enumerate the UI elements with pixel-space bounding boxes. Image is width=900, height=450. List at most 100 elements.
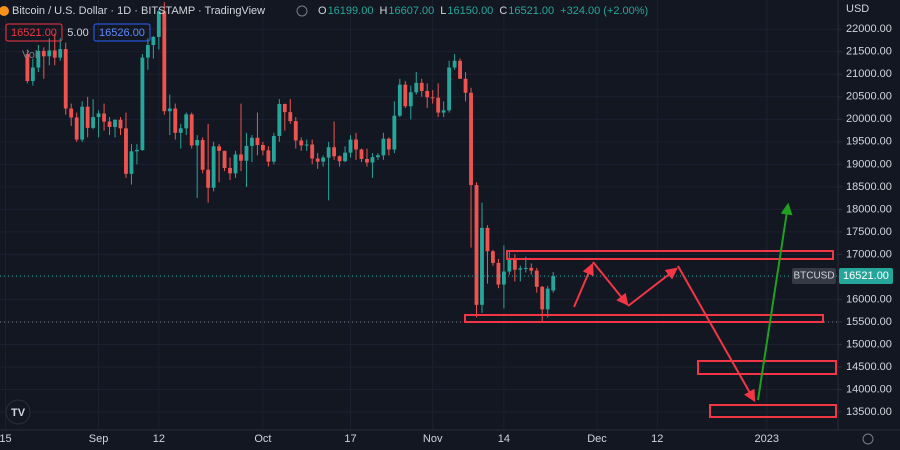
candle-body [217,146,222,151]
candle-body [414,82,419,93]
support-box [464,314,824,323]
buy-price[interactable]: 16526.00 [99,27,145,39]
symbol-tag [792,268,836,284]
candle-body [447,67,452,111]
candle-body [107,121,112,127]
sell-price[interactable]: 16521.00 [11,27,57,39]
candle-body [299,140,304,146]
visibility-icon[interactable] [296,5,308,17]
candle-body [162,11,167,112]
candle-body [392,115,397,150]
candle-body [463,78,468,93]
y-tick-label: 15000.00 [846,338,892,350]
x-tick-label: Nov [423,433,443,445]
legend-change: +324.00 (+2.00%) [560,5,648,17]
x-tick-label: 17 [344,433,356,445]
arrow [757,202,793,401]
legend-value: 16199.00 [328,5,374,17]
chart-title: Bitcoin / U.S. Dollar · 1D · BITSTAMP · … [12,5,265,17]
candle-body [260,144,265,151]
candle-body [370,157,375,163]
candle-body [47,50,52,57]
candle-body [507,258,512,272]
candle-body [140,57,145,150]
candle-body [96,113,101,118]
y-tick-label: 19500.00 [846,136,892,148]
candle-body [255,137,260,145]
candle-body [85,106,90,128]
x-tick-label: 14 [498,433,510,445]
target-box [697,360,837,375]
legend-key: H [379,5,387,17]
svg-text:TV: TV [11,407,26,419]
y-tick-label: 18500.00 [846,181,892,193]
settings-icon[interactable] [862,433,874,445]
candle-body [63,49,68,109]
y-tick-label: 18000.00 [846,203,892,215]
candle-body [124,128,128,174]
y-tick-label: 21000.00 [846,68,892,80]
candle-body [397,84,402,116]
candle-body [496,262,501,285]
candle-body [80,106,85,140]
arrow [592,261,629,306]
drawings [464,202,837,418]
tradingview-logo: TV [5,399,31,425]
candle-body [523,267,528,269]
volume-label: Vol [22,49,37,61]
legend-value: 16521.00 [508,5,554,17]
ohlc-legend: O 16199.00 H 16607.00 L 16150.00 C 16521.00 +324… [318,5,648,17]
candle-body [551,275,556,291]
candle-body [458,60,462,79]
candle-body [288,112,293,122]
candle-body [518,268,523,270]
candle-body [348,139,353,153]
y-tick-label: 20500.00 [846,91,892,103]
y-tick-label: 19000.00 [846,158,892,170]
candle-body [91,117,96,128]
spread: 5.00 [67,27,88,39]
x-tick-label: 12 [153,433,165,445]
resistance-box [506,250,834,260]
target-box [709,404,837,418]
candle-body [135,149,139,152]
candle-body [430,97,435,99]
candle-body [419,82,424,91]
axes: 13500.00 14000.00 14500.00 15000.00 15500.00… [0,23,892,445]
candle-body [365,158,369,163]
arrow [677,265,756,403]
arrow [573,262,594,308]
currency-label[interactable]: USD [846,3,869,15]
symbol-tag-text: BTCUSD [793,271,834,282]
sell-button[interactable] [5,23,63,42]
candle-body [239,154,243,161]
y-tick-label: 22000.00 [846,23,892,35]
candle-body [156,11,161,37]
candle-body [441,110,446,113]
candle-body [118,119,123,129]
candle-body [376,155,380,158]
y-tick-label: 15500.00 [846,316,892,328]
candle-body [25,54,30,82]
candle-body [359,149,364,159]
candle-body [491,251,495,263]
candles [0,2,838,322]
candle-body [512,258,517,270]
candle-body [425,90,430,98]
last-price-text: 16521.00 [843,270,889,282]
arrow [627,267,678,307]
candle-body [354,139,358,150]
candle-body [228,167,232,174]
buy-button[interactable] [93,23,151,42]
candle-body [501,271,506,285]
candle-body [386,138,391,150]
y-tick-label: 14000.00 [846,383,892,395]
y-tick-label: 21500.00 [846,46,892,58]
y-tick-label: 13500.00 [846,406,892,418]
candle-body [211,146,216,188]
candle-body [145,45,150,58]
candle-body [206,169,211,188]
candle-body [436,97,441,113]
